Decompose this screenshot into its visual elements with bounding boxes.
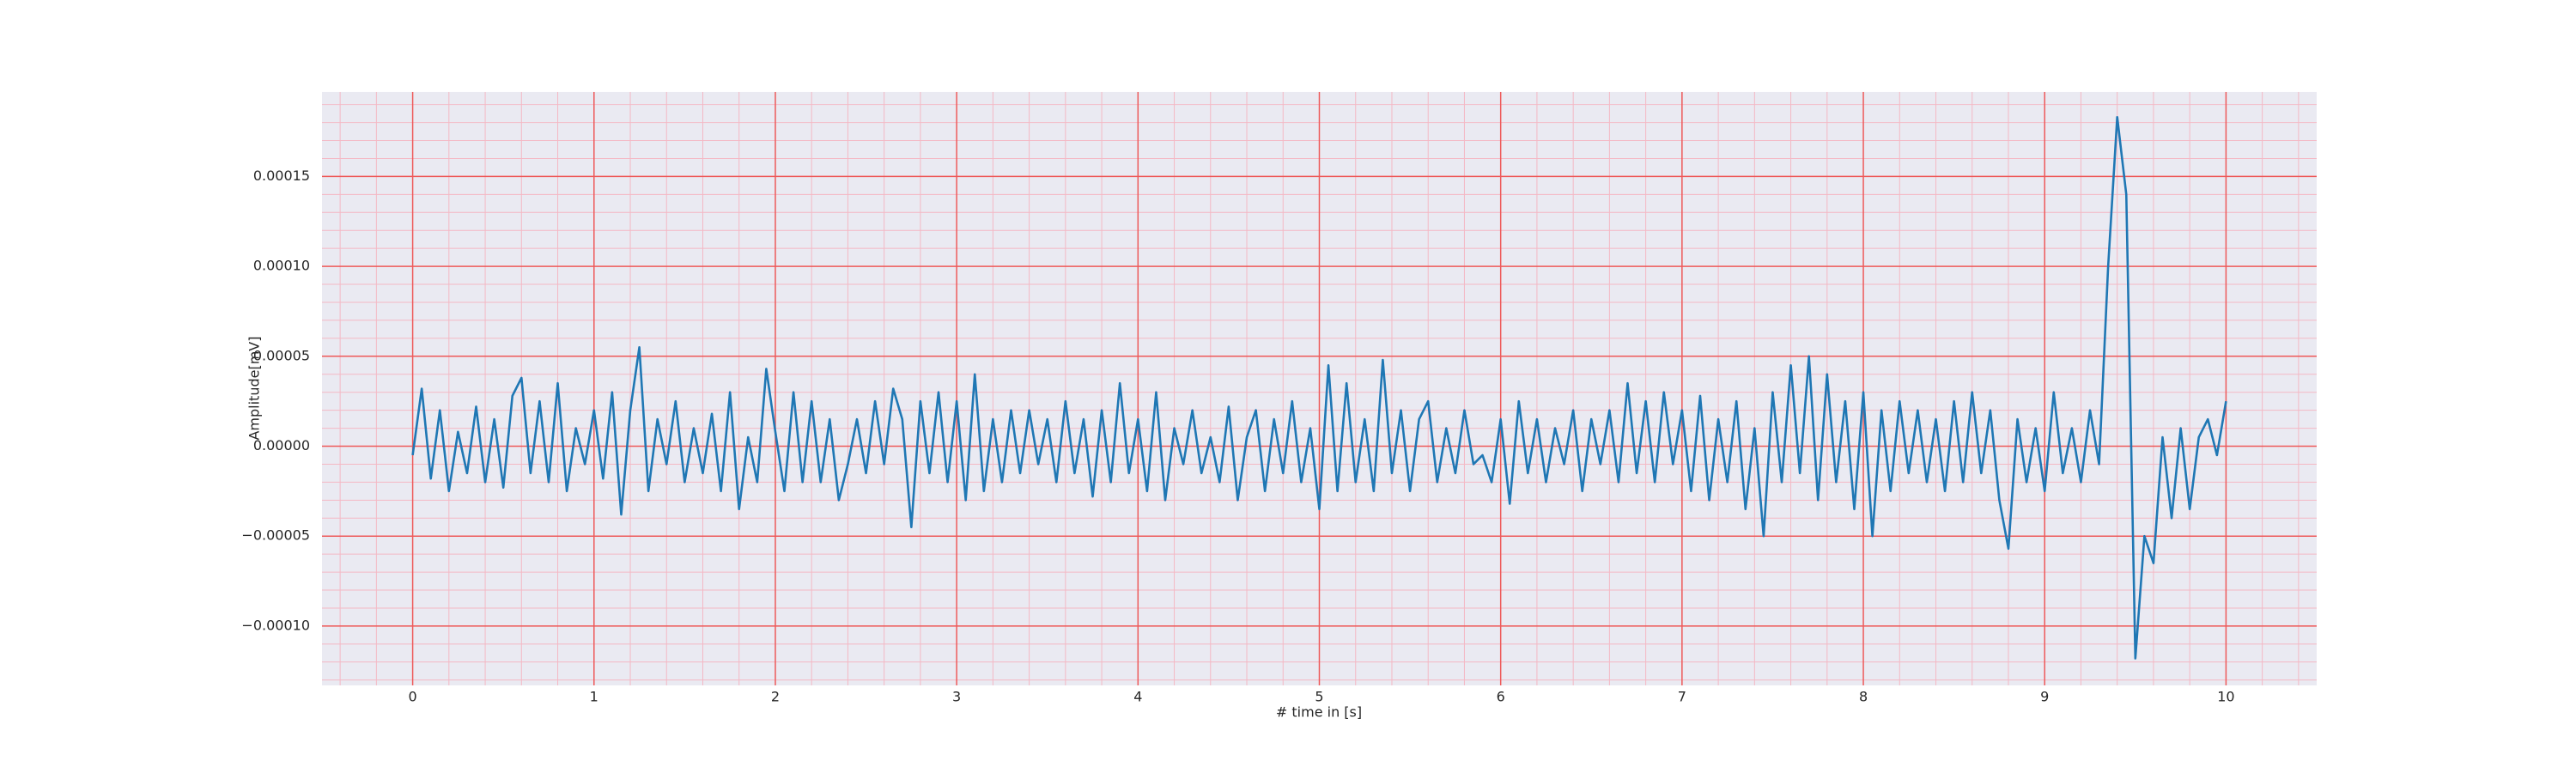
x-tick-label: 2 [771,689,780,705]
x-tick-label: 10 [2217,689,2234,705]
x-tick-label: 3 [952,689,961,705]
x-tick-label: 1 [590,689,598,705]
y-tick-label: −0.00005 [241,527,310,544]
x-tick-label: 5 [1315,689,1323,705]
x-tick-label: 0 [408,689,416,705]
y-tick-label: −0.00010 [241,617,310,633]
y-tick-label: 0.00015 [253,167,310,184]
y-tick-label: 0.00010 [253,258,310,274]
y-axis-label: Amplitude[mV] [246,336,263,440]
x-tick-label: 8 [1859,689,1868,705]
y-tick-label: 0.00005 [253,347,310,363]
x-tick-label: 6 [1497,689,1505,705]
x-axis-label: # time in [s] [1276,704,1362,721]
x-tick-label: 4 [1133,689,1142,705]
x-tick-label: 9 [2040,689,2049,705]
signal-line [411,116,2227,660]
y-tick-label: 0.00000 [253,437,310,453]
x-tick-label: 7 [1678,689,1686,705]
